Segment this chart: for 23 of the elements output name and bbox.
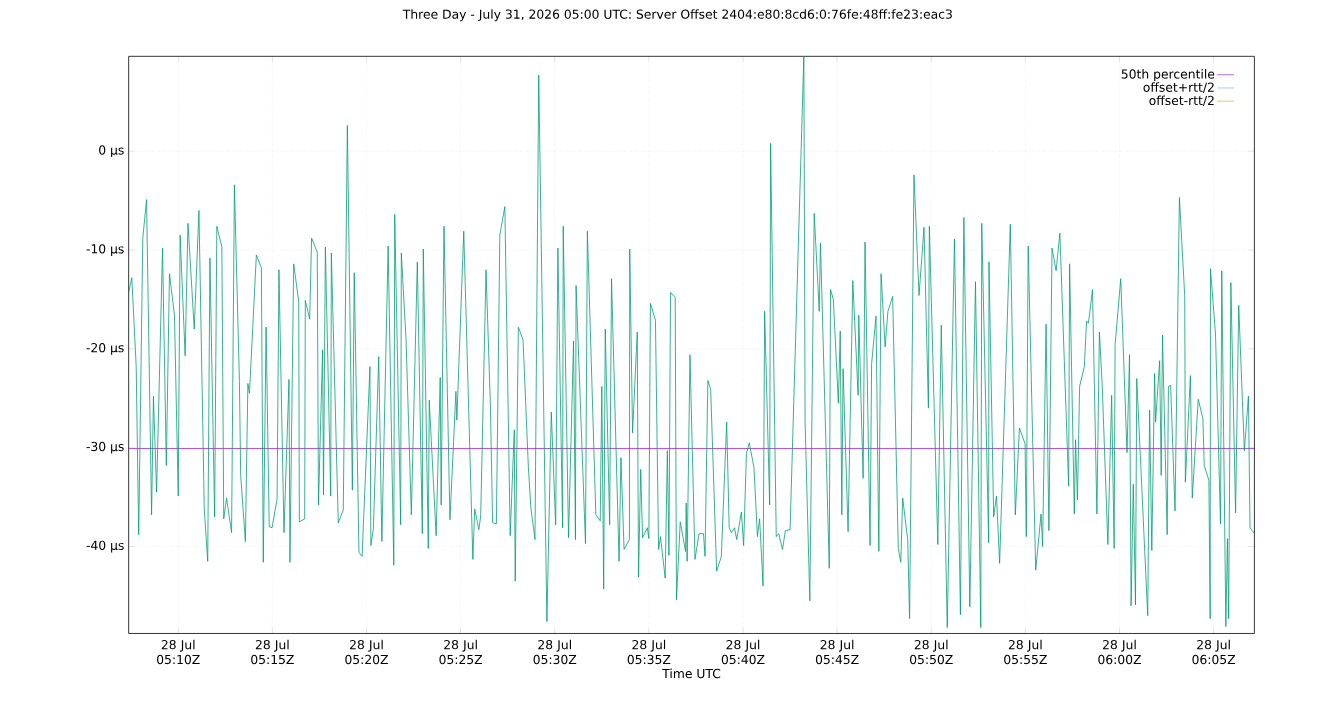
x-tick-label: 28 Jul 05:25Z [439, 639, 483, 665]
y-tick-label: -40 µs [86, 540, 124, 553]
legend-label: offset-rtt/2 [1149, 95, 1214, 107]
legend-label: 50th percentile [1121, 69, 1215, 82]
x-tick-label: 28 Jul 06:05Z [1192, 639, 1236, 665]
chart-title: Three Day - July 31, 2026 05:00 UTC: Server Offset 2404:e80:8cd6:0:76fe:48ff:fe23:eac3 [402, 9, 952, 22]
x-axis-title: Time UTC [662, 668, 721, 679]
x-tick-label: 28 Jul 05:50Z [910, 639, 953, 665]
y-tick-label: 0 µs [99, 145, 124, 158]
line-series [128, 56, 1255, 629]
x-tick-label: 28 Jul 05:35Z [627, 639, 671, 665]
x-tick-label: 28 Jul 06:00Z [1098, 639, 1141, 665]
y-tick-label: -30 µs [86, 442, 124, 454]
x-tick-label: 28 Jul 05:45Z [815, 639, 859, 665]
y-tick-label: -20 µs [86, 343, 124, 355]
legend-label: offset+rtt/2 [1143, 82, 1214, 94]
x-tick-label: 28 Jul 05:15Z [251, 639, 294, 665]
x-tick-label: 28 Jul 05:40Z [721, 639, 765, 665]
x-tick-label: 28 Jul 05:20Z [345, 639, 388, 665]
y-tick-label: -10 µs [86, 244, 124, 257]
x-tick-label: 28 Jul 05:30Z [533, 639, 577, 665]
x-tick-label: 28 Jul 05:55Z [1004, 639, 1047, 665]
x-tick-label: 28 Jul 05:10Z [157, 639, 200, 665]
